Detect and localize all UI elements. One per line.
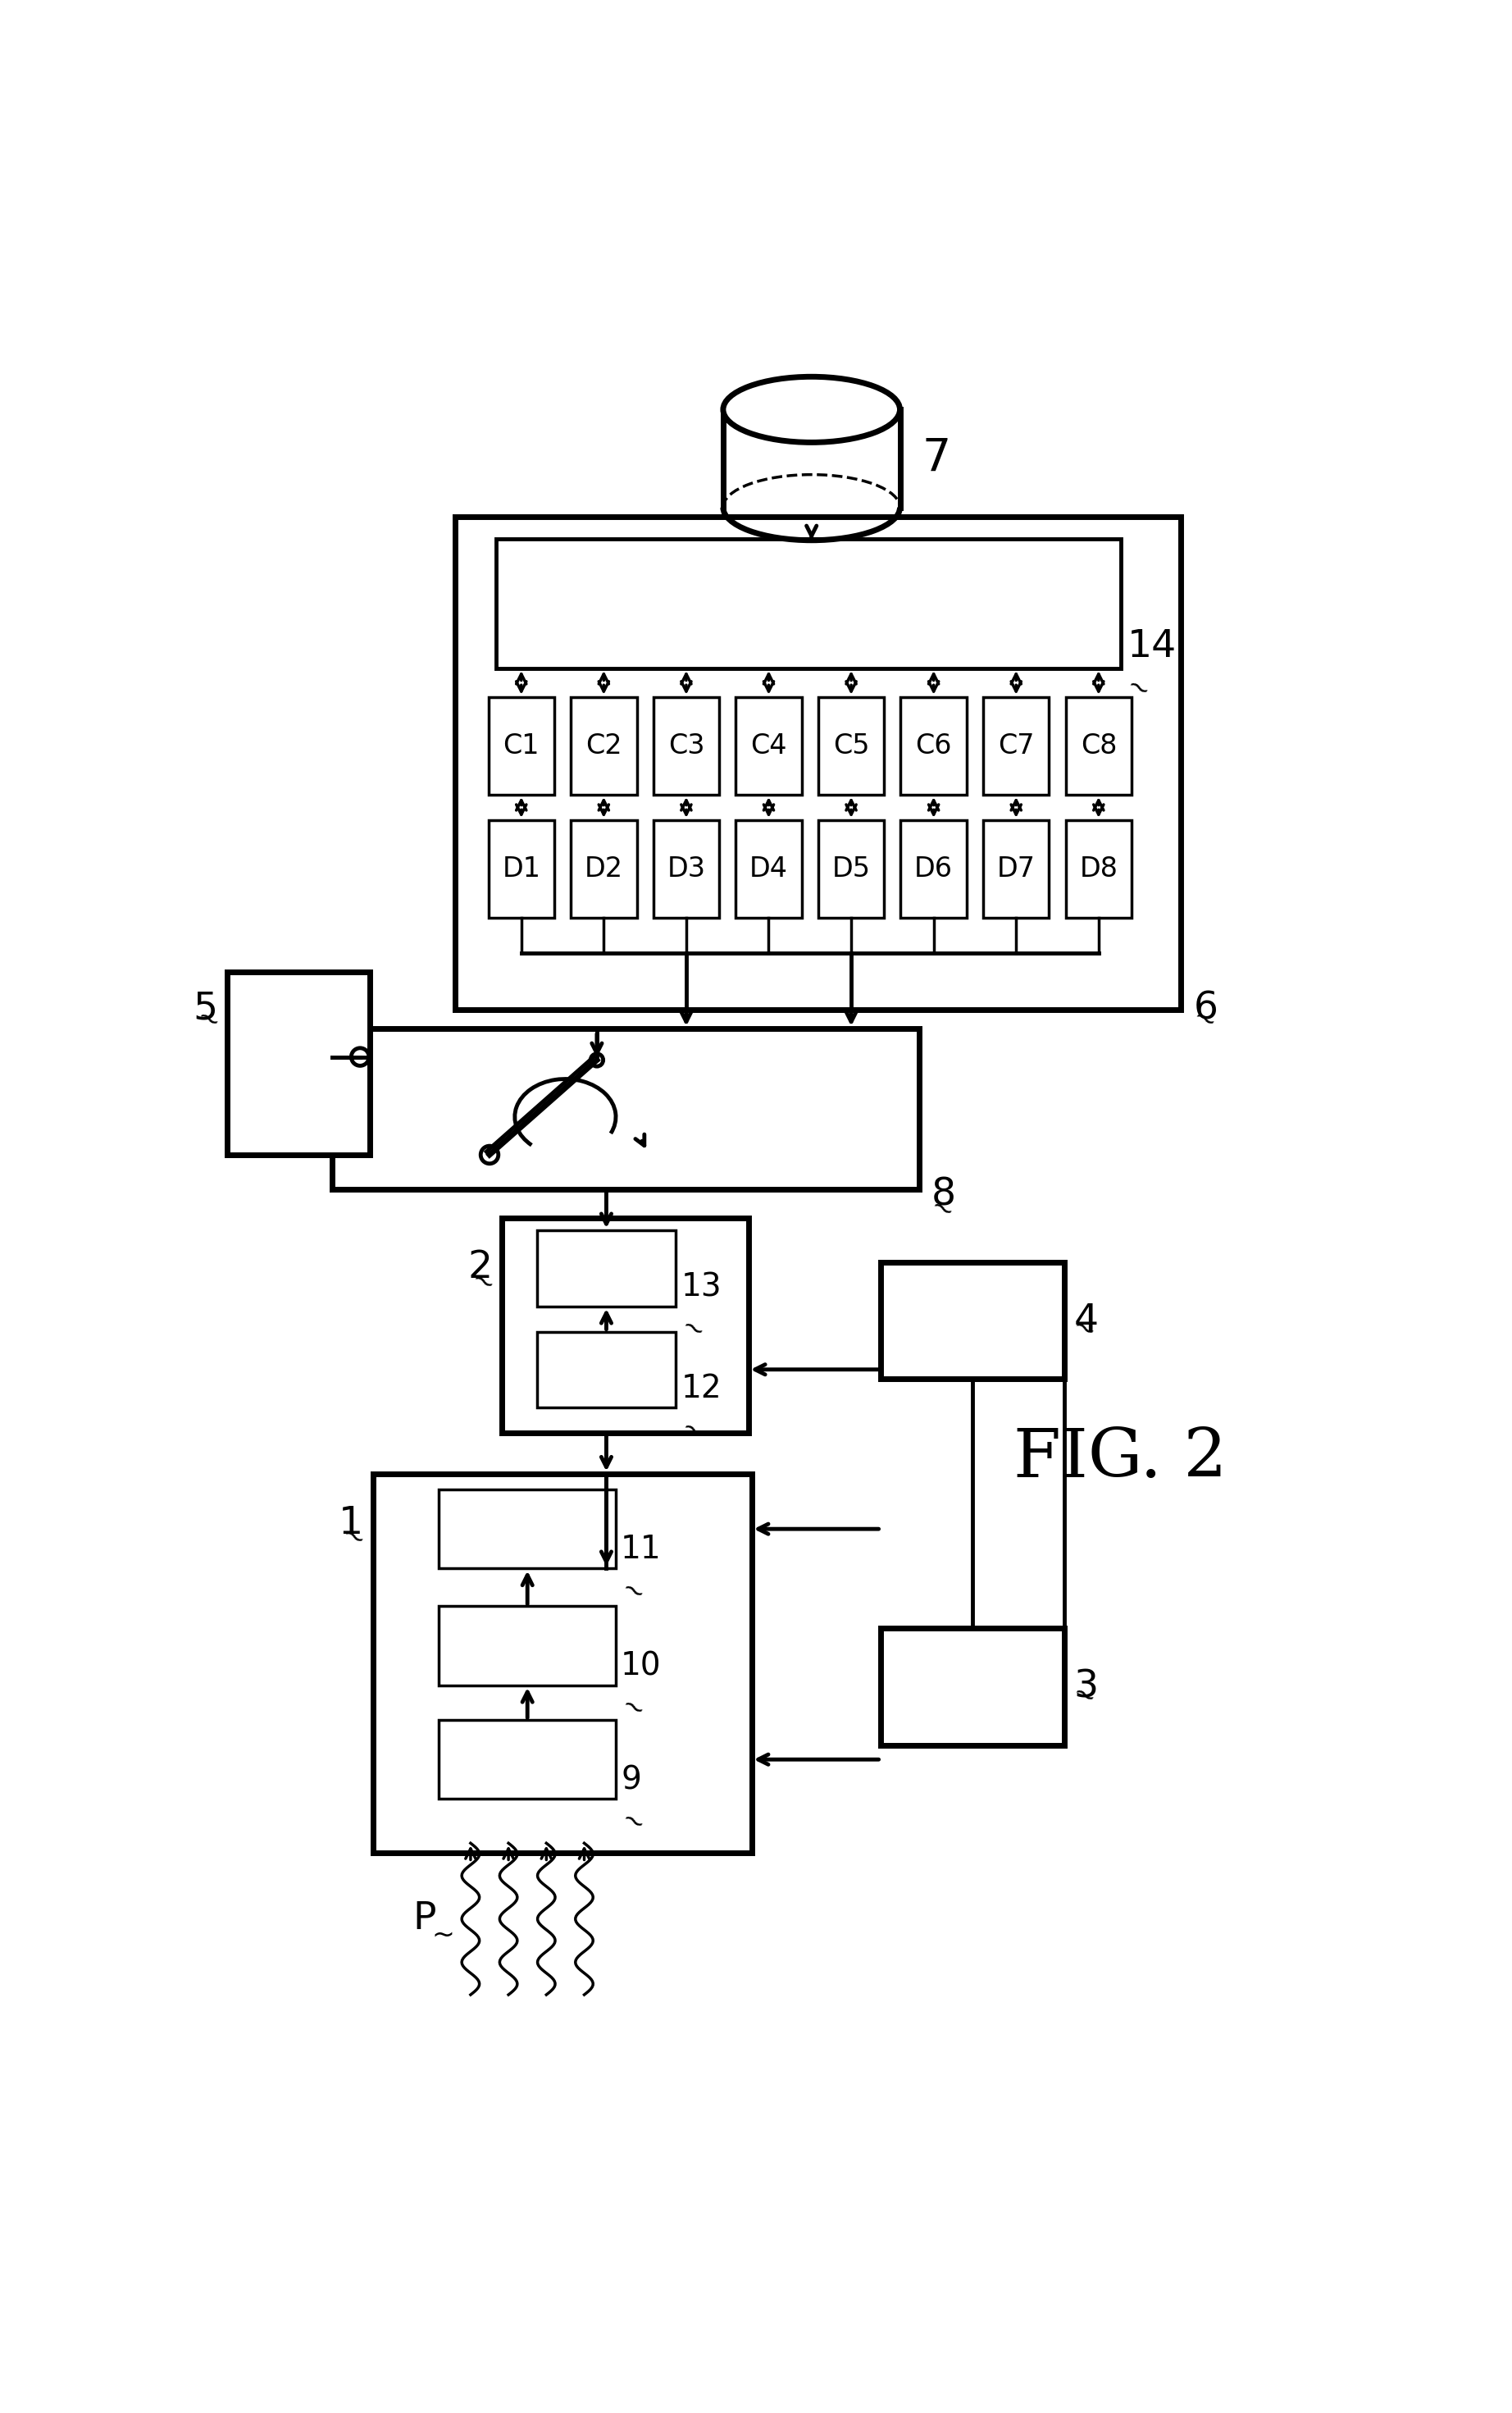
Text: D6: D6	[915, 857, 953, 883]
Text: D8: D8	[1080, 857, 1117, 883]
Text: 8: 8	[931, 1178, 956, 1214]
Text: ~: ~	[925, 1192, 959, 1228]
Bar	[438, 1489, 615, 1568]
Bar	[537, 1332, 676, 1407]
Bar	[653, 820, 720, 917]
Bar	[502, 1219, 748, 1433]
Text: D4: D4	[750, 857, 788, 883]
Text: P: P	[413, 1901, 435, 1938]
Text: 10: 10	[621, 1650, 662, 1682]
Text: ~: ~	[615, 1576, 649, 1609]
Text: 12: 12	[680, 1373, 721, 1404]
Bar	[373, 1474, 751, 1853]
Bar	[881, 1262, 1064, 1378]
Bar	[570, 820, 637, 917]
Bar	[881, 1629, 1064, 1745]
Text: 3: 3	[1074, 1667, 1098, 1706]
Text: 5: 5	[194, 992, 218, 1028]
Text: 6: 6	[1193, 992, 1219, 1028]
Bar	[736, 697, 801, 794]
Text: ~: ~	[676, 1313, 709, 1346]
Text: 13: 13	[680, 1272, 721, 1303]
Text: 7: 7	[922, 437, 951, 480]
Bar	[1066, 697, 1131, 794]
Bar	[488, 820, 555, 917]
Text: 11: 11	[621, 1535, 662, 1566]
Bar	[488, 697, 555, 794]
Text: 1: 1	[339, 1506, 363, 1542]
Bar	[818, 697, 885, 794]
Bar	[455, 516, 1181, 1009]
Bar	[227, 972, 369, 1156]
Text: ~: ~	[191, 1004, 224, 1038]
Bar	[570, 697, 637, 794]
Text: ~: ~	[466, 1264, 499, 1301]
Text: 9: 9	[621, 1764, 641, 1795]
Bar	[901, 820, 966, 917]
Text: D2: D2	[585, 857, 623, 883]
Text: 4: 4	[1074, 1303, 1098, 1339]
Bar	[438, 1720, 615, 1800]
Bar	[496, 538, 1120, 668]
Text: C8: C8	[1081, 731, 1117, 760]
Text: 2: 2	[469, 1250, 493, 1286]
Bar	[901, 697, 966, 794]
Text: ~: ~	[432, 1921, 455, 1947]
Bar	[736, 820, 801, 917]
Text: ~: ~	[336, 1520, 369, 1556]
Text: ~: ~	[615, 1805, 649, 1841]
Text: 14: 14	[1128, 627, 1176, 666]
Text: D5: D5	[832, 857, 871, 883]
Bar	[653, 697, 720, 794]
Text: C6: C6	[915, 731, 953, 760]
Text: D1: D1	[502, 857, 541, 883]
Bar	[1066, 820, 1131, 917]
Text: ~: ~	[1120, 671, 1154, 707]
Text: C3: C3	[668, 731, 705, 760]
Bar	[331, 1028, 919, 1190]
Text: C1: C1	[503, 731, 540, 760]
Text: ~: ~	[615, 1692, 649, 1725]
Bar	[983, 820, 1049, 917]
Text: C7: C7	[998, 731, 1034, 760]
Bar	[983, 697, 1049, 794]
Ellipse shape	[723, 376, 900, 442]
Text: D3: D3	[667, 857, 706, 883]
Text: ~: ~	[1067, 1313, 1101, 1346]
Text: C5: C5	[833, 731, 869, 760]
Text: C2: C2	[585, 731, 621, 760]
Text: ~: ~	[1187, 1004, 1220, 1038]
Bar	[818, 820, 885, 917]
Text: D7: D7	[996, 857, 1036, 883]
Text: ~: ~	[1067, 1679, 1101, 1713]
Text: C4: C4	[750, 731, 786, 760]
Text: ~: ~	[676, 1414, 709, 1448]
Bar	[537, 1231, 676, 1305]
Text: FIG. 2: FIG. 2	[1013, 1426, 1228, 1491]
Bar	[438, 1607, 615, 1684]
